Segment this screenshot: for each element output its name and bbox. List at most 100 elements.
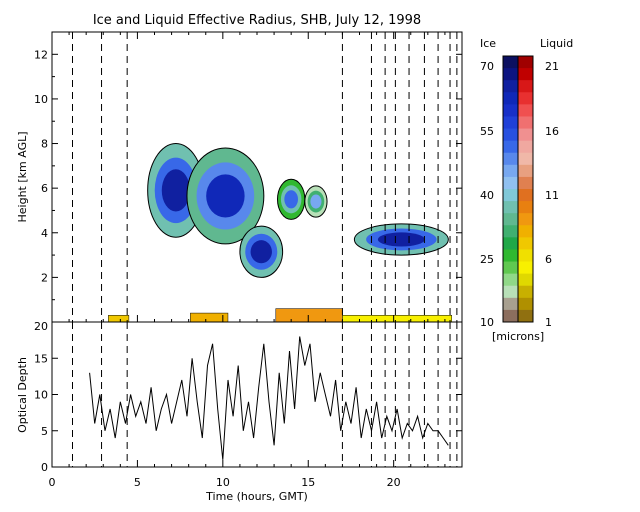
ice-tick-label-1: 55 — [480, 125, 494, 138]
liquid-tick-label-3: 6 — [545, 253, 552, 266]
liquid-color-swatch-6 — [518, 128, 533, 142]
ice-color-swatch-14 — [503, 225, 518, 238]
dashed-time-markers — [72, 32, 458, 322]
color-bar-legend: Ice Liquid 70 55 40 25 10 21 16 11 6 1 [microns] — [480, 37, 573, 343]
ice-legend-label: Ice — [480, 37, 496, 50]
time-tick-label-2: 10 — [216, 476, 230, 489]
liquid-color-swatch-21 — [518, 309, 533, 323]
ice-tick-label-2: 40 — [480, 189, 494, 202]
ice-color-swatch-3 — [503, 92, 518, 105]
ice-tick-label-0: 70 — [480, 60, 494, 73]
liquid-color-swatch-15 — [518, 237, 533, 250]
ice-color-swatch-2 — [503, 80, 518, 93]
ice-color-swatch-11 — [503, 189, 518, 202]
liquid-tick-label-0: 21 — [545, 60, 559, 73]
ice-color-swatch-19 — [503, 285, 518, 299]
liquid-legend-label: Liquid — [540, 37, 573, 50]
height-axis-label: Height [km AGL] — [16, 131, 29, 222]
ice-color-swatch-20 — [503, 297, 518, 311]
optical-depth-tick-label-1: 5 — [41, 425, 48, 438]
unit-label: [microns] — [492, 330, 544, 343]
liquid-color-swatch-0 — [518, 56, 533, 69]
optical-depth-panel: 0 5 10 15 20 0 5 10 15 20 Optical Depth Time (ho… — [16, 320, 463, 503]
liquid-color-swatch-20 — [518, 297, 533, 311]
liquid-color-swatch-12 — [518, 201, 533, 214]
optical-depth-tick-label-0: 0 — [41, 461, 48, 474]
liquid-color-bar-frame — [517, 55, 534, 323]
ice-color-swatch-9 — [503, 164, 518, 178]
ice-tick-label-4: 10 — [480, 316, 494, 329]
height-tick-label-6: 12 — [34, 48, 48, 61]
liquid-tick-label-2: 11 — [545, 189, 559, 202]
liquid-layer-2 — [275, 308, 343, 323]
height-axis-ticks: 2 4 6 8 10 12 — [34, 48, 462, 323]
liquid-color-swatch-2 — [518, 80, 533, 93]
time-tick-label-0: 0 — [49, 476, 56, 489]
height-tick-label-3: 6 — [41, 182, 48, 195]
ice-color-swatch-4 — [503, 104, 518, 117]
liquid-layer-1 — [190, 312, 229, 323]
liquid-color-bar — [518, 56, 533, 323]
liquid-color-swatch-5 — [518, 116, 533, 130]
ice-cloud-core-0 — [161, 169, 190, 212]
time-tick-label-1: 5 — [134, 476, 141, 489]
optical-depth-tick-label-2: 10 — [34, 389, 48, 402]
optical-depth-axis-label: Optical Depth — [16, 357, 29, 433]
ice-tick-label-3: 25 — [480, 253, 494, 266]
color-bar-tick-labels: 70 55 40 25 10 21 16 11 6 1 — [480, 60, 559, 329]
ice-cloud-core-3 — [284, 190, 298, 209]
time-tick-label-3: 15 — [301, 476, 315, 489]
ice-color-swatch-21 — [503, 309, 518, 323]
liquid-color-swatch-10 — [518, 176, 533, 190]
ice-color-swatch-16 — [503, 249, 518, 263]
ice-color-swatch-17 — [503, 261, 518, 275]
liquid-tick-label-4: 1 — [545, 316, 552, 329]
liquid-tick-label-1: 16 — [545, 125, 559, 138]
liquid-cloud-layer — [108, 308, 452, 323]
height-tick-label-2: 4 — [41, 227, 48, 240]
ice-cloud-core-5 — [377, 232, 425, 247]
ice-color-swatch-15 — [503, 237, 518, 250]
liquid-layer-0 — [108, 315, 130, 323]
radius-panel: 2 4 6 8 10 12 Height [km AGL] — [16, 31, 463, 323]
ice-color-swatch-0 — [503, 56, 518, 69]
time-axis-ticks: 0 5 10 15 20 — [49, 460, 463, 489]
ice-color-swatch-18 — [503, 273, 518, 287]
optical-depth-axis-ticks: 0 5 10 15 20 — [34, 320, 462, 474]
time-axis-label: Time (hours, GMT) — [205, 490, 308, 503]
time-tick-label-4: 20 — [387, 476, 401, 489]
optical-depth-plot-frame — [51, 321, 463, 468]
ice-color-swatch-10 — [503, 176, 518, 190]
liquid-color-swatch-11 — [518, 189, 533, 202]
liquid-color-swatch-16 — [518, 249, 533, 263]
height-tick-label-4: 8 — [41, 138, 48, 151]
liquid-color-swatch-19 — [518, 285, 533, 299]
ice-color-swatch-6 — [503, 128, 518, 142]
liquid-color-swatch-13 — [518, 213, 533, 226]
liquid-color-swatch-8 — [518, 152, 533, 166]
ice-color-swatch-7 — [503, 140, 518, 154]
ice-color-swatch-8 — [503, 152, 518, 166]
height-tick-label-5: 10 — [34, 93, 48, 106]
optical-depth-tick-label-4: 20 — [34, 320, 48, 333]
optical-depth-series — [89, 336, 449, 460]
liquid-color-swatch-9 — [518, 164, 533, 178]
ice-color-swatch-13 — [503, 213, 518, 226]
ice-color-bar — [503, 56, 518, 323]
chart-title: Ice and Liquid Effective Radius, SHB, Ju… — [93, 13, 421, 28]
liquid-color-swatch-1 — [518, 68, 533, 81]
liquid-color-swatch-14 — [518, 225, 533, 238]
ice-cloud-core-2 — [250, 240, 272, 264]
ice-color-swatch-12 — [503, 201, 518, 214]
liquid-color-swatch-18 — [518, 273, 533, 287]
liquid-color-swatch-7 — [518, 140, 533, 154]
liquid-color-swatch-3 — [518, 92, 533, 105]
ice-color-swatch-1 — [503, 68, 518, 81]
liquid-color-swatch-4 — [518, 104, 533, 117]
height-tick-label-1: 2 — [41, 271, 48, 284]
liquid-color-swatch-17 — [518, 261, 533, 275]
ice-color-swatch-5 — [503, 116, 518, 130]
ice-cloud-core-1 — [206, 174, 245, 218]
ice-cloud-core-4 — [310, 194, 322, 209]
